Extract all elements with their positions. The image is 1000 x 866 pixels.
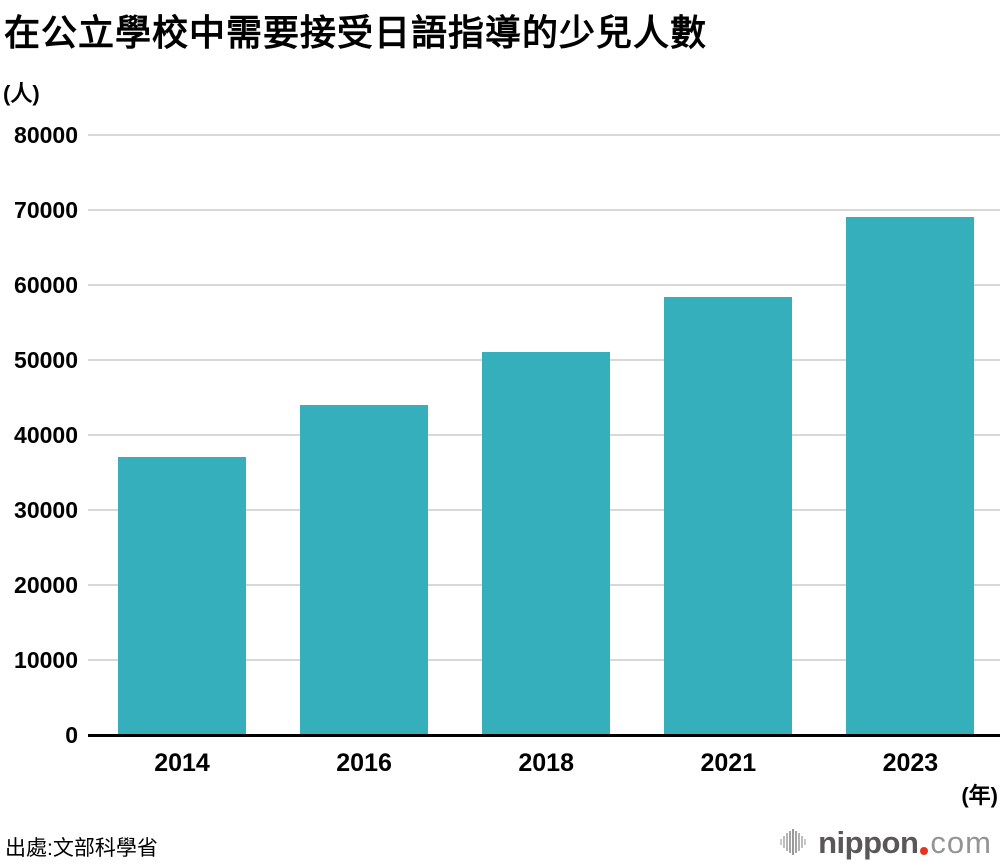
nippon-com-logo: nippon com	[780, 822, 992, 858]
y-tick-label: 50000	[14, 347, 78, 373]
gridline	[88, 284, 1000, 286]
bar-2021	[664, 297, 793, 735]
y-tick-label: 70000	[14, 197, 78, 223]
gridline	[88, 209, 1000, 211]
logo-text-com: com	[930, 825, 992, 860]
y-tick-label: 0	[65, 722, 78, 748]
y-tick-label: 20000	[14, 572, 78, 598]
x-tick-label: 2018	[518, 749, 574, 777]
bar-2023	[846, 216, 975, 735]
x-tick-label: 2014	[154, 749, 210, 777]
x-tick-label: 2021	[700, 749, 757, 777]
gridline	[88, 134, 1000, 136]
bar-2018	[482, 351, 611, 735]
y-tick-label: 80000	[14, 122, 78, 148]
x-axis-unit-label: (年)	[961, 783, 998, 808]
x-axis-line	[88, 733, 1000, 737]
source-note: 出處:文部科學省	[5, 837, 158, 860]
chart-title: 在公立學校中需要接受日語指導的少兒人數	[4, 12, 708, 53]
y-tick-label: 30000	[14, 497, 78, 523]
x-tick-label: 2016	[336, 749, 392, 777]
logo-text-nippon: nippon	[818, 825, 919, 860]
bar-2016	[300, 405, 429, 735]
y-tick-label: 10000	[14, 647, 78, 673]
y-axis-unit-label: (人)	[3, 81, 40, 106]
y-tick-label: 60000	[14, 272, 78, 298]
soundwave-bars-icon	[780, 829, 807, 855]
bar-2014	[118, 456, 246, 735]
x-tick-label: 2023	[882, 749, 939, 777]
y-tick-label: 40000	[14, 422, 78, 448]
logo-red-dot	[920, 847, 929, 855]
